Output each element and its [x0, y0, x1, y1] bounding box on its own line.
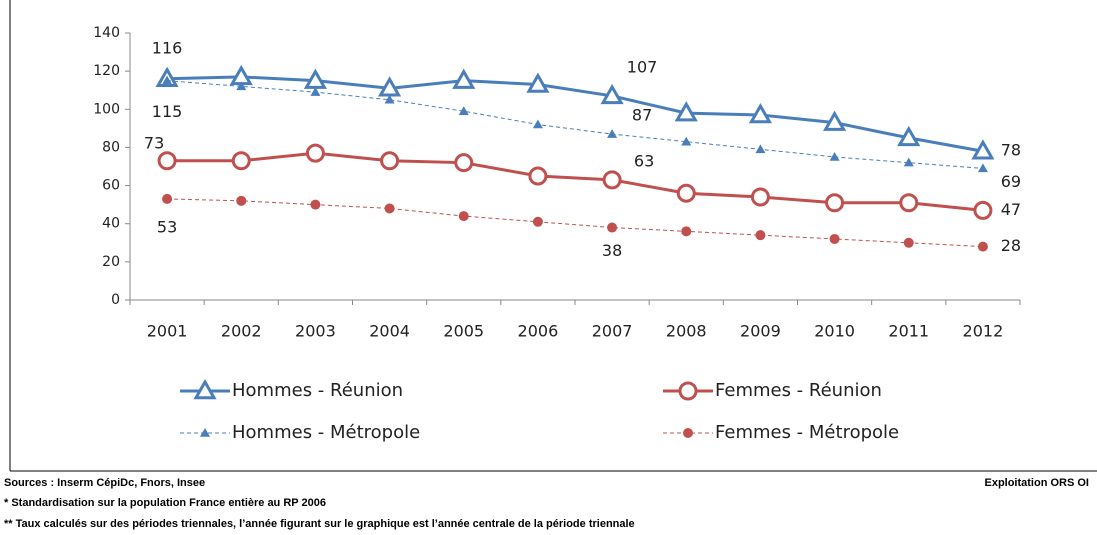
legend-label: Femmes - Métropole	[715, 422, 899, 443]
point	[384, 94, 395, 104]
point	[305, 143, 325, 163]
point	[678, 381, 698, 401]
point	[532, 119, 543, 129]
data-label: 38	[602, 241, 622, 260]
point	[454, 153, 474, 173]
point	[458, 211, 469, 222]
legend-label: Hommes - Réunion	[232, 380, 403, 401]
point	[973, 200, 993, 220]
y-tick-label: 100	[93, 101, 120, 117]
legend-label: Hommes - Métropole	[232, 422, 420, 443]
point	[600, 83, 624, 105]
sources: Sources : Inserm CépiDc, Fnors, Insee	[4, 477, 206, 489]
point	[829, 151, 840, 161]
data-label: 28	[1001, 236, 1021, 255]
point	[526, 72, 550, 93]
data-label: 78	[1001, 141, 1021, 160]
point	[674, 101, 698, 122]
point	[755, 230, 766, 241]
point	[528, 166, 548, 186]
y-tick-label: 120	[93, 63, 120, 79]
point	[193, 378, 217, 400]
series-line	[167, 198, 983, 248]
point	[748, 102, 773, 124]
y-tick-label: 80	[102, 139, 120, 155]
credit: Exploitation ORS OI	[984, 477, 1089, 489]
point	[899, 193, 919, 213]
point	[310, 199, 321, 210]
point	[310, 87, 321, 96]
y-tick-label: 60	[102, 178, 120, 194]
series-line	[167, 151, 984, 212]
y-tick-label: 140	[93, 25, 120, 41]
point	[200, 428, 210, 437]
point	[755, 144, 766, 154]
data-label: 107	[627, 57, 658, 76]
x-tick-label: 2007	[592, 322, 633, 341]
point	[157, 151, 177, 171]
chart: 0 20 40 60 80 100 120 140 2001 2002 2003 2004 2005 20…	[9, 0, 1097, 472]
data-label: 87	[632, 106, 652, 125]
y-tick-label: 20	[102, 254, 120, 270]
x-tick-label: 2006	[518, 322, 559, 341]
data-label: 115	[152, 102, 183, 121]
x-tick-label: 2011	[888, 322, 929, 341]
x-tick-label: 2009	[740, 322, 781, 341]
point	[903, 157, 914, 167]
point	[971, 139, 995, 160]
x-tick-label: 2004	[369, 322, 410, 341]
data-label: 63	[634, 151, 654, 170]
point	[162, 75, 173, 85]
data-label: 116	[152, 38, 183, 57]
point	[676, 183, 696, 203]
legend-label: Femmes - Réunion	[715, 380, 882, 401]
point	[162, 193, 173, 204]
data-label: 53	[157, 217, 177, 236]
x-tick-label: 2010	[814, 322, 855, 341]
point	[977, 241, 988, 252]
point	[903, 237, 914, 248]
note: * Standardisation sur la population Fran…	[4, 497, 326, 509]
series-line	[167, 75, 984, 153]
x-tick-label: 2005	[443, 322, 484, 341]
point	[750, 187, 770, 207]
point	[236, 81, 247, 91]
point	[607, 129, 618, 138]
point	[236, 195, 247, 206]
note: ** Taux calculés sur des périodes trienn…	[4, 518, 635, 530]
point	[231, 151, 251, 171]
x-tick-label: 2003	[295, 322, 336, 341]
x-tick-label: 2012	[963, 322, 1004, 341]
data-label: 73	[144, 133, 164, 152]
point	[532, 216, 543, 227]
point	[897, 125, 921, 147]
point	[822, 110, 847, 131]
point	[681, 226, 692, 237]
point	[458, 106, 469, 115]
point	[380, 151, 400, 171]
point	[683, 428, 693, 438]
point	[602, 170, 622, 190]
point	[384, 203, 395, 214]
point	[977, 163, 988, 173]
series-line	[167, 80, 983, 169]
x-tick-label: 2002	[221, 322, 262, 341]
x-tick-label: 2001	[147, 322, 188, 341]
point	[452, 68, 476, 89]
point	[607, 222, 618, 233]
point	[825, 193, 845, 213]
point	[681, 136, 692, 146]
data-label: 47	[1001, 200, 1021, 219]
x-tick-label: 2008	[666, 322, 707, 341]
y-tick-label: 40	[102, 216, 120, 232]
point	[829, 233, 840, 244]
y-tick-label: 0	[111, 292, 120, 308]
data-label: 69	[1001, 172, 1021, 191]
